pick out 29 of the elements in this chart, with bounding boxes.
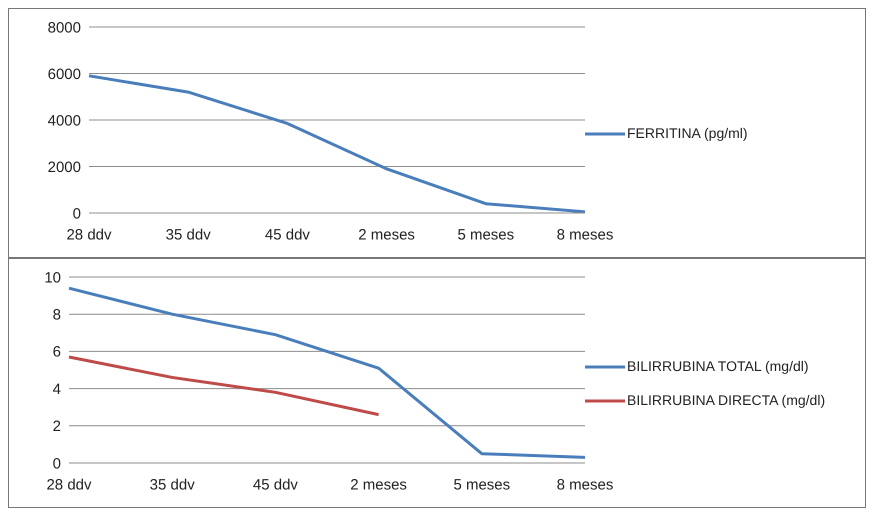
x-tick-label: 45 ddv <box>264 226 310 244</box>
x-tick-label: 35 ddv <box>166 226 212 244</box>
y-tick-label: 2 <box>52 418 61 436</box>
x-tick-label: 5 meses <box>453 476 510 494</box>
y-tick-label: 2000 <box>48 158 81 176</box>
line-series <box>88 74 586 213</box>
x-tick-label: 28 ddv <box>66 226 112 244</box>
x-tick-label: 5 meses <box>457 226 514 244</box>
y-tick-label: 8 <box>52 306 61 324</box>
x-tick-label: 35 ddv <box>150 476 196 494</box>
legend-label: FERRITINA (pg/ml) <box>627 125 749 141</box>
y-tick-label: 8000 <box>48 19 81 36</box>
y-tick-label: 10 <box>44 269 61 286</box>
legend-label: BILIRRUBINA DIRECTA (mg/dl) <box>627 392 826 408</box>
x-tick-label: 2 meses <box>350 476 407 494</box>
x-tick-label: 2 meses <box>358 226 415 244</box>
y-tick-label: 6 <box>52 344 61 361</box>
y-tick-label: 4000 <box>48 112 81 130</box>
y-tick-label: 4 <box>52 380 61 398</box>
x-tick-label: 28 ddv <box>46 476 92 494</box>
legend-label: BILIRRUBINA TOTAL (mg/dl) <box>627 358 810 374</box>
y-tick-label: 0 <box>72 205 81 222</box>
line-series <box>68 286 586 459</box>
line-series <box>68 355 380 416</box>
y-tick-label: 6000 <box>48 66 81 83</box>
x-tick-label: 8 meses <box>556 476 614 494</box>
x-tick-label: 45 ddv <box>252 476 298 494</box>
x-tick-label: 8 meses <box>556 226 614 244</box>
y-tick-label: 0 <box>52 455 61 472</box>
